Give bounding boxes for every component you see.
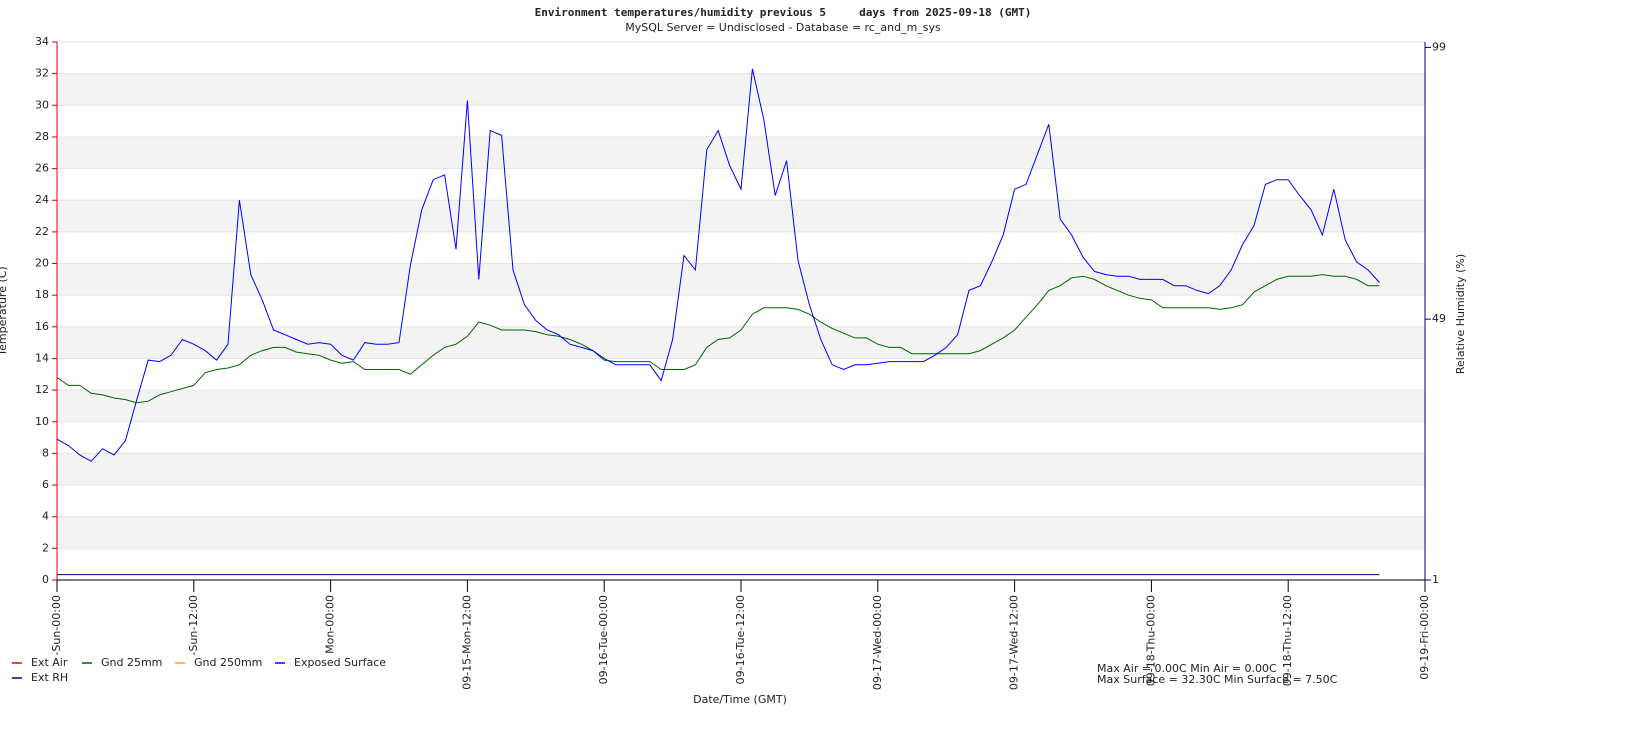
x-tick-label: Mon-00:00 [324,595,337,654]
grid-band [57,136,1425,169]
y-tick-label: 24 [35,193,49,206]
y2-tick-label: 99 [1432,40,1446,53]
y-tick-label: 10 [35,415,49,428]
y-tick-label: 32 [35,67,49,80]
x-tick-label: 09-16-Tue-00:00 [597,595,610,684]
y2-tick-label: 1 [1432,573,1439,586]
plot-area [56,41,1425,581]
grid-band [57,516,1425,549]
x-tick-label: -Sun-12:00 [187,595,200,656]
grid-band [57,263,1425,296]
y-tick-label: 6 [42,478,49,491]
x-tick-label: 09-17-Wed-12:00 [1008,595,1021,690]
y2-axis-label: Relative Humidity (%) [1454,254,1467,374]
y-axis-label: Temperature (C) [0,266,9,356]
y-tick-label: 22 [35,225,49,238]
annotation: Max Surface = 32.30C Min Surface = 7.50C [1097,673,1338,686]
legend-label: Exposed Surface [294,656,386,669]
y-tick-label: 20 [35,257,49,270]
grid-band [57,453,1425,486]
x-tick-label: -Sun-00:00 [50,595,63,656]
y2-tick-label: 49 [1432,312,1446,325]
y-tick-label: 16 [35,320,49,333]
legend-label: Ext Air [31,656,68,669]
y-tick-label: 28 [35,130,49,143]
y-tick-label: 14 [35,351,49,364]
x-tick-label: 09-16-Tue-12:00 [734,595,747,684]
x-tick-label: 09-18-Thu-12:00 [1281,595,1294,686]
y-tick-label: 0 [42,573,49,586]
y-tick-label: 30 [35,98,49,111]
y-tick-label: 12 [35,383,49,396]
y-tick-label: 34 [35,35,49,48]
legend-label: Gnd 25mm [101,656,162,669]
grid-band [57,73,1425,106]
y-tick-label: 8 [42,446,49,459]
y-tick-label: 18 [35,288,49,301]
chart-subtitle: MySQL Server = Undisclosed - Database = … [625,21,941,34]
grid-band [57,390,1425,422]
legend-label: Ext RH [31,671,68,684]
x-tick-label: 09-15-Mon-12:00 [460,595,473,690]
legend-label: Gnd 250mm [194,656,262,669]
chart-title: Environment temperatures/humidity previo… [535,6,1032,19]
y-tick-label: 26 [35,162,49,175]
grid-band [57,200,1425,232]
y-tick-label: 2 [42,541,49,554]
y-tick-label: 4 [42,510,49,523]
annotation: Max Air = 0.00C Min Air = 0.00C [1097,662,1277,675]
grid-band [57,326,1425,359]
x-tick-label: 09-19-Fri-00:00 [1418,595,1431,680]
series-line [56,274,1380,404]
x-tick-label: 09-17-Wed-00:00 [871,595,884,690]
series-line [56,68,1380,462]
x-tick-label: 09-18-Thu-00:00 [1144,595,1157,686]
x-axis-label: Date/Time (GMT) [693,693,787,706]
